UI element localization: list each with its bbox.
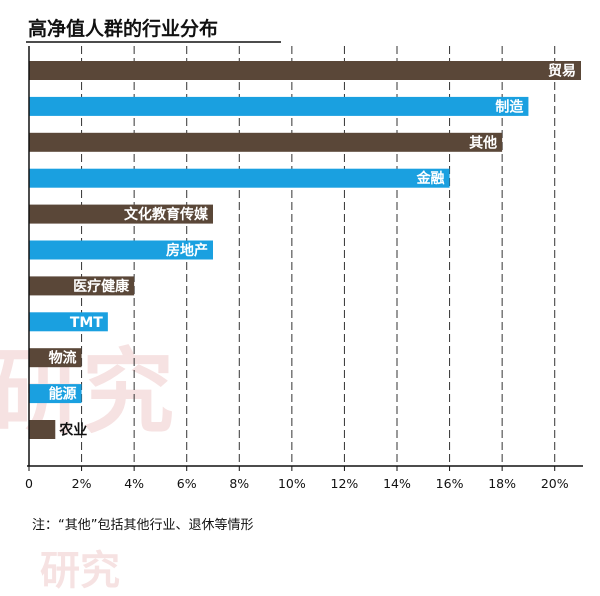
x-tick-label: 4%: [124, 476, 144, 491]
bar-8: [29, 348, 82, 368]
bar-3: [29, 168, 450, 188]
x-tick-label: 16%: [436, 476, 464, 491]
bar-label-9: 能源: [49, 386, 77, 403]
x-tick-label: 6%: [177, 476, 197, 491]
bar-label-2: 其他: [469, 134, 497, 151]
bar-9: [29, 384, 82, 404]
x-tick-label: 2%: [72, 476, 92, 491]
bar-4: [29, 204, 213, 224]
bar-label-7: TMT: [70, 315, 103, 331]
bar-label-10: 农业: [58, 422, 87, 439]
bar-label-3: 金融: [416, 170, 445, 187]
bar-0: [29, 61, 581, 80]
x-tick-label: 20%: [541, 476, 569, 491]
bar-5: [29, 240, 213, 260]
chart-title: 高净值人群的行业分布: [28, 18, 219, 40]
footnote: 注：“其他”包括其他行业、退休等情形: [32, 518, 254, 533]
bar-label-0: 贸易: [548, 63, 576, 80]
bar-label-1: 制造: [495, 98, 523, 115]
bar-6: [29, 276, 135, 296]
x-tick-label: 18%: [488, 476, 516, 491]
x-tick-label: 12%: [331, 476, 359, 491]
bar-label-8: 物流: [49, 350, 77, 367]
bar-1: [29, 96, 529, 116]
x-tick-label: 10%: [278, 476, 306, 491]
bar-label-5: 房地产: [166, 242, 208, 259]
bar-7: [29, 312, 108, 332]
bar-10: [29, 420, 56, 439]
x-tick-label: 8%: [229, 476, 249, 491]
bar-label-6: 医疗健康: [73, 278, 130, 295]
x-tick-label: 0: [25, 476, 33, 491]
x-tick-label: 14%: [383, 476, 411, 491]
bar-2: [29, 132, 503, 152]
bar-label-4: 文化教育传媒: [124, 206, 209, 223]
